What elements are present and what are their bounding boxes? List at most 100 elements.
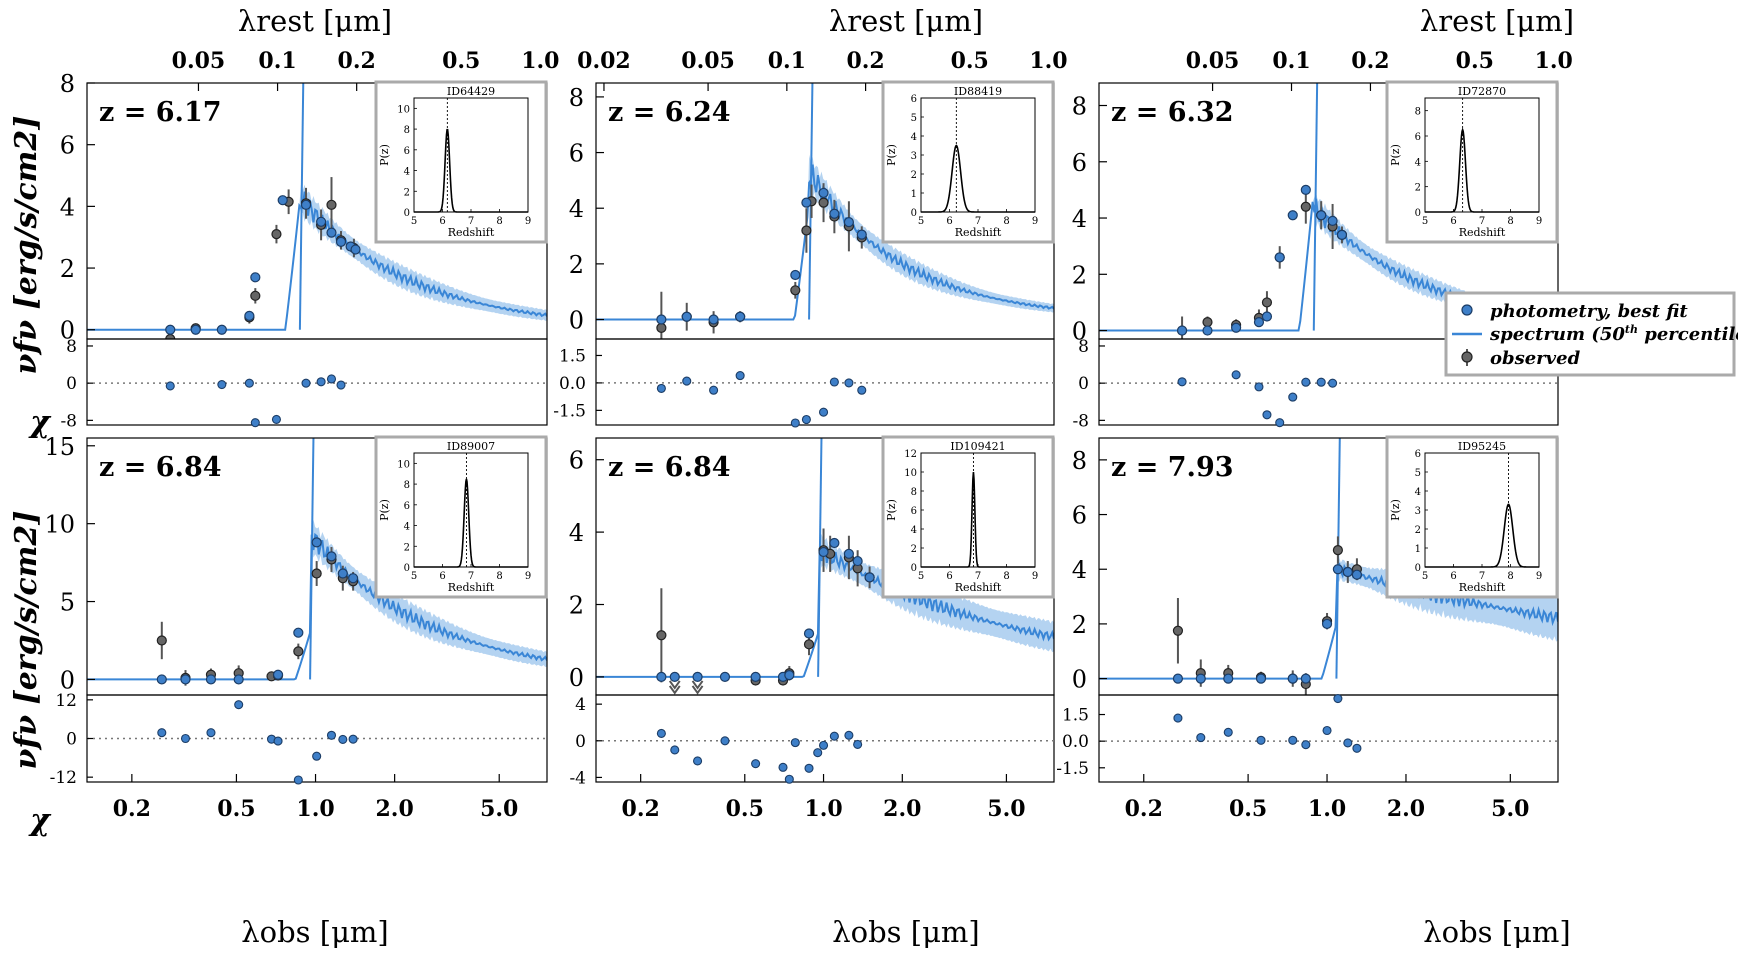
y-tick-label: 6 <box>569 140 584 168</box>
residual-point <box>250 418 260 428</box>
residual-tick-label: -12 <box>50 768 77 788</box>
pz-inset-xtick-label: 7 <box>975 571 981 582</box>
legend-spectrum-label-pre: spectrum (50 <box>1489 324 1625 345</box>
photometry-point <box>719 671 731 683</box>
observed-point <box>1300 201 1311 212</box>
pz-inset-frame <box>374 80 548 244</box>
top-tick-label: 1.0 <box>521 48 559 74</box>
top-tick-label: 1.0 <box>1029 48 1067 74</box>
y-tick-label: 8 <box>60 70 75 98</box>
top-tick-label: 0.02 <box>577 48 631 74</box>
photometry-point <box>326 551 337 562</box>
y-tick-label: 10 <box>44 511 75 539</box>
x-tick-label: 5.0 <box>987 796 1025 822</box>
observed-point <box>1172 625 1184 636</box>
pz-inset-ytick-label: 0 <box>404 208 410 219</box>
pz-inset-ytick-label: 2 <box>911 544 917 555</box>
photometry-point <box>784 669 795 681</box>
pz-inset-xtick-label: 6 <box>439 216 445 227</box>
residual-point <box>790 418 800 428</box>
pz-curve <box>921 144 1035 213</box>
residual-point <box>751 759 761 769</box>
pz-inset-xtick-label: 9 <box>525 216 531 227</box>
pz-inset-ytick-label: 0 <box>404 563 410 574</box>
y-tick-label: 4 <box>1072 205 1087 233</box>
photometry-point <box>1261 311 1273 322</box>
photometry-point <box>1176 325 1188 336</box>
photometry-point <box>829 537 840 549</box>
photometry-point <box>316 216 327 227</box>
pz-inset-ytick-label: 2 <box>404 187 410 198</box>
sed-panel-5: 0 2 4 6 4 0 -4 0.2 0.5 1.0 2.0 5.0 z = 6.84 ID109421 5… <box>569 435 1055 822</box>
main-plot-area <box>87 438 547 686</box>
photometry-point <box>1321 618 1333 630</box>
pz-curve <box>414 478 528 568</box>
top-tick-label: 0.1 <box>258 48 296 74</box>
x-tick-label: 0.2 <box>622 796 660 822</box>
photometry-point <box>335 236 347 247</box>
photometry-point <box>337 568 348 579</box>
top-tick-label: 0.05 <box>681 48 735 74</box>
photometry-point <box>205 674 217 685</box>
pz-inset-xtick-label: 9 <box>1536 216 1542 227</box>
pz-inset-ytick-label: 6 <box>404 146 410 157</box>
photometry-point <box>843 217 854 228</box>
y-tick-label: 8 <box>1072 93 1087 121</box>
residual-tick-label: -1.5 <box>553 401 586 421</box>
photometry-point <box>1253 317 1265 328</box>
pz-inset-xtick-label: 6 <box>439 571 445 582</box>
photometry-point <box>277 195 288 206</box>
top-tick-label: 0.2 <box>1351 48 1389 74</box>
pz-inset-xtick-label: 9 <box>1536 571 1542 582</box>
photometry-point <box>843 548 854 559</box>
pz-inset-ytick-label: 12 <box>904 449 917 460</box>
residual-point <box>217 380 227 390</box>
photometry-point <box>656 314 667 325</box>
photometry-point <box>818 546 829 558</box>
pz-inset-xtick-label: 7 <box>975 216 981 227</box>
photometry-point <box>1274 252 1285 263</box>
photometry-point <box>180 674 191 685</box>
residual-point <box>1343 738 1353 748</box>
pz-inset-xlabel: Redshift <box>448 226 495 239</box>
y-tick-label: 15 <box>44 433 75 461</box>
pz-inset-ytick-label: 6 <box>911 506 917 517</box>
pz-inset-ytick-label: 8 <box>404 125 410 136</box>
pz-inset-ytick-label: 1 <box>911 189 917 200</box>
residual-point <box>844 378 854 388</box>
pz-inset-xtick-label: 8 <box>1003 216 1009 227</box>
pz-inset-ytick-label: 6 <box>911 94 917 105</box>
residual-point <box>326 374 337 384</box>
redshift-label: z = 6.84 <box>608 452 731 483</box>
photometry-point <box>750 671 761 683</box>
residual-point <box>818 740 829 750</box>
observed-point <box>1261 297 1273 308</box>
residual-point <box>720 736 730 746</box>
pz-inset-xtick-label: 5 <box>918 216 924 227</box>
pz-inset-xtick-label: 9 <box>1032 571 1038 582</box>
photometry-point <box>350 244 361 255</box>
residual-point <box>857 385 867 395</box>
pz-inset-ylabel: P(z) <box>378 499 391 521</box>
pz-inset-ytick-label: 10 <box>397 104 410 115</box>
residual-point <box>326 730 337 740</box>
pz-inset-ytick-label: 8 <box>1415 107 1421 118</box>
residual-point <box>165 381 175 391</box>
residual-point <box>234 700 244 710</box>
photometry-point <box>1287 210 1298 221</box>
photometry-point <box>250 272 261 283</box>
pz-inset-xtick-label: 5 <box>411 216 417 227</box>
residual-point <box>1275 418 1285 428</box>
y-tick-label: 2 <box>1072 611 1087 639</box>
photometry-point <box>1342 566 1353 578</box>
photometry-point <box>681 311 692 322</box>
residual-point <box>804 763 814 773</box>
pz-inset-ytick-label: 2 <box>1415 525 1421 536</box>
pz-inset-ytick-label: 4 <box>1415 487 1421 498</box>
observed-point <box>801 225 812 236</box>
main-plot-area <box>596 438 1054 695</box>
residual-point <box>293 775 303 785</box>
pz-inset-xlabel: Redshift <box>448 581 495 594</box>
